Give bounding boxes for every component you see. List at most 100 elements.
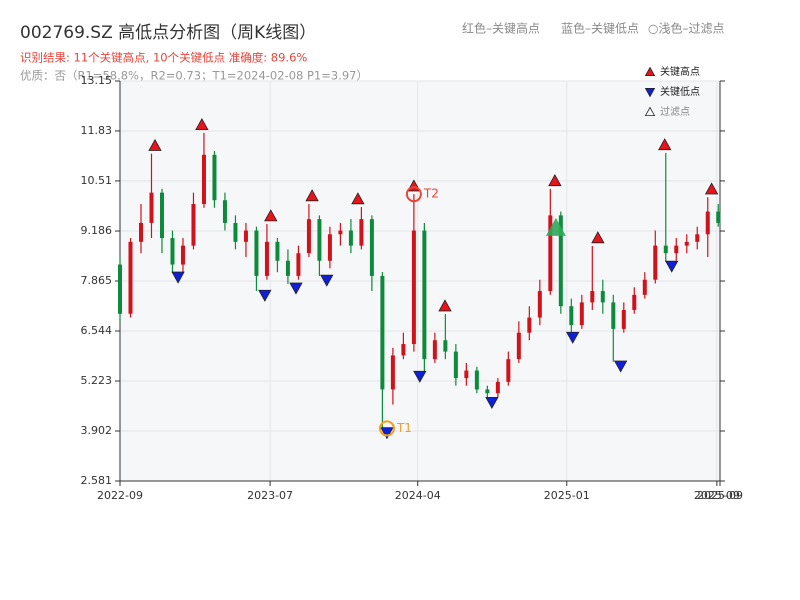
candle-body <box>632 294 637 310</box>
y-tick-label: 6.544 <box>81 324 113 337</box>
filtered-marker <box>545 217 566 236</box>
candle-body <box>716 211 721 223</box>
candle-body <box>380 275 385 390</box>
note: 红色–关键高点 <box>462 21 540 36</box>
candle-body <box>537 291 542 318</box>
candle-body <box>674 245 679 254</box>
y-tick-label: 3.902 <box>81 424 113 437</box>
candle-body <box>201 154 206 205</box>
candle-body <box>118 264 122 314</box>
x-tick-label: 2022-09 <box>97 489 143 502</box>
candle-body <box>191 204 196 246</box>
candle-body <box>695 234 700 242</box>
candle-body <box>611 302 616 329</box>
candle-body <box>233 222 238 242</box>
key-low-marker <box>380 427 394 440</box>
y-tick-label: 7.865 <box>81 274 113 287</box>
y-tick-label: 10.51 <box>81 174 113 187</box>
y-tick-label: 11.83 <box>81 124 113 137</box>
candle-body <box>285 260 290 276</box>
key-high-marker <box>591 231 605 244</box>
candle-body <box>600 291 605 303</box>
x-tick-label: 2025-09 <box>697 489 743 502</box>
candle-body <box>222 200 227 223</box>
legend-marker <box>644 66 656 76</box>
key-low-marker <box>413 370 427 383</box>
chart-title: 002769.SZ 高低点分析图（周K线图） <box>20 23 316 43</box>
candle-body <box>422 230 427 360</box>
candle-body <box>548 215 553 292</box>
note: ○浅色–过滤点 <box>648 22 724 36</box>
x-tick-label: 2025-09 <box>694 489 740 502</box>
key-high-marker <box>351 192 365 205</box>
subtitle: 识别结果: 11个关键高点, 10个关键低点 准确度: 89.6% <box>20 51 307 65</box>
candle-body <box>579 302 584 326</box>
candle-body <box>495 381 500 394</box>
key-high-marker <box>148 138 162 151</box>
y-tick-label: 2.581 <box>81 474 113 487</box>
candle-body <box>264 241 269 276</box>
candle-body <box>306 219 311 254</box>
candle-body <box>390 355 395 390</box>
candle-body <box>275 241 280 261</box>
candle-body <box>138 222 143 242</box>
candle-body <box>642 279 647 295</box>
candle-body <box>359 219 364 246</box>
annotation-label: T1 <box>396 421 412 435</box>
candle-body <box>569 306 574 326</box>
key-low-marker <box>320 274 334 287</box>
key-high-marker <box>548 174 562 187</box>
candle-body <box>516 332 521 360</box>
candle-body <box>128 241 133 314</box>
legend-label: 过滤点 <box>660 105 690 118</box>
key-low-marker <box>566 331 580 344</box>
y-tick-label: 5.223 <box>81 374 113 387</box>
key-high-marker <box>195 118 209 131</box>
candle-body <box>653 245 658 280</box>
key-low-marker <box>613 360 628 373</box>
legend-marker <box>644 106 656 116</box>
key-high-marker <box>264 209 278 222</box>
candle-body <box>401 344 406 356</box>
plot: 2.581 3.902 5.223 6.544 7.865 9.186 10.51 11.83… <box>81 65 743 502</box>
candle-body <box>243 230 248 242</box>
candle-body <box>527 317 532 333</box>
key-low-marker <box>289 282 303 295</box>
key-high-marker <box>658 138 672 151</box>
candle-body <box>149 192 154 223</box>
candle-body <box>558 215 563 307</box>
candle-body <box>663 245 668 254</box>
candle-body <box>453 351 458 379</box>
candle-body <box>506 359 511 382</box>
quality-note: 优质：否（R1=58.8%，R2=0.73；T1=2024-02-08 P1=3… <box>20 69 368 83</box>
legend-marker <box>644 88 656 98</box>
x-tick-label: 2023-07 <box>247 489 293 502</box>
y-tick-label: 9.186 <box>81 224 113 237</box>
candle-body <box>621 309 626 329</box>
key-high-marker <box>438 299 452 312</box>
candle-body <box>369 219 374 276</box>
candle-body <box>411 230 416 345</box>
key-low-marker <box>665 260 679 273</box>
candle-body <box>296 253 301 276</box>
candle-body <box>443 340 448 352</box>
candle-body <box>485 389 490 394</box>
key-low-marker <box>485 396 499 409</box>
annotation-label: T2 <box>423 187 439 201</box>
candle-body <box>317 219 322 261</box>
key-high-marker <box>305 189 319 202</box>
candle-body <box>590 291 595 303</box>
annotation-circle <box>378 420 395 437</box>
candle-body <box>684 241 689 246</box>
y-tick-label: 13.15 <box>81 74 113 87</box>
candle-body <box>705 211 710 235</box>
candle-body <box>180 245 185 265</box>
key-low-marker <box>258 289 272 302</box>
legend-label: 关键低点 <box>660 85 700 98</box>
candle-body <box>327 234 332 261</box>
candle-body <box>338 230 343 235</box>
legend-label: 关键高点 <box>660 65 700 78</box>
candle-body <box>212 154 217 201</box>
candle-body <box>348 230 353 246</box>
